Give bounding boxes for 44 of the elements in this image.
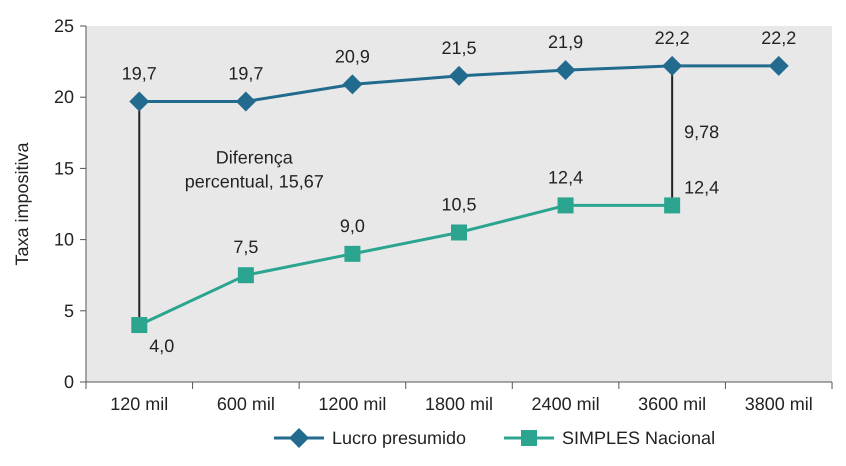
y-tick-label: 25: [54, 16, 74, 36]
x-tick-label: 3800 mil: [744, 394, 813, 414]
legend-label: Lucro presumido: [332, 428, 466, 448]
data-label: 22,2: [761, 28, 796, 48]
y-axis-title: Taxa impositiva: [12, 141, 32, 266]
x-tick-label: 1200 mil: [318, 394, 386, 414]
y-tick-label: 20: [54, 87, 74, 108]
data-label: 9,0: [340, 216, 365, 236]
point: [556, 60, 576, 80]
y-tick-label: 10: [54, 230, 74, 250]
x-tick-label: 2400 mil: [532, 394, 600, 414]
point: [236, 91, 256, 112]
point: [449, 66, 469, 86]
data-label: 4,0: [149, 336, 174, 356]
data-label: 20,9: [334, 46, 370, 66]
point: [558, 197, 574, 214]
x-tick-label: 1800 mil: [424, 394, 494, 414]
y-tick-label: 5: [64, 300, 74, 321]
x-tick-label: 600 mil: [216, 394, 275, 414]
point: [768, 56, 789, 76]
annotation: Diferença percentual, 15,67: [184, 147, 324, 192]
legend-label: SIMPLES Nacional: [562, 428, 716, 448]
point: [129, 91, 150, 112]
annotation: 9,78: [684, 122, 720, 142]
data-label: 12,4: [548, 167, 584, 188]
point: [131, 317, 148, 334]
data-label: 10,5: [441, 194, 477, 214]
data-label: 12,4: [684, 177, 720, 198]
y-tick-label: 15: [54, 158, 74, 178]
x-tick-label: 120 mil: [110, 394, 168, 414]
point: [664, 197, 680, 214]
point: [451, 224, 467, 240]
data-label: 21,9: [548, 32, 584, 52]
point: [342, 74, 362, 94]
data-label: 21,5: [441, 38, 477, 58]
point: [238, 267, 254, 284]
data-label: 19,7: [122, 63, 157, 84]
data-label: 19,7: [228, 63, 264, 84]
data-label: 7,5: [233, 237, 258, 258]
data-label: 22,2: [654, 28, 690, 48]
x-tick-label: 3600 mil: [638, 394, 706, 414]
point: [344, 246, 360, 262]
y-tick-label: 0: [64, 372, 74, 392]
point: [662, 56, 682, 76]
